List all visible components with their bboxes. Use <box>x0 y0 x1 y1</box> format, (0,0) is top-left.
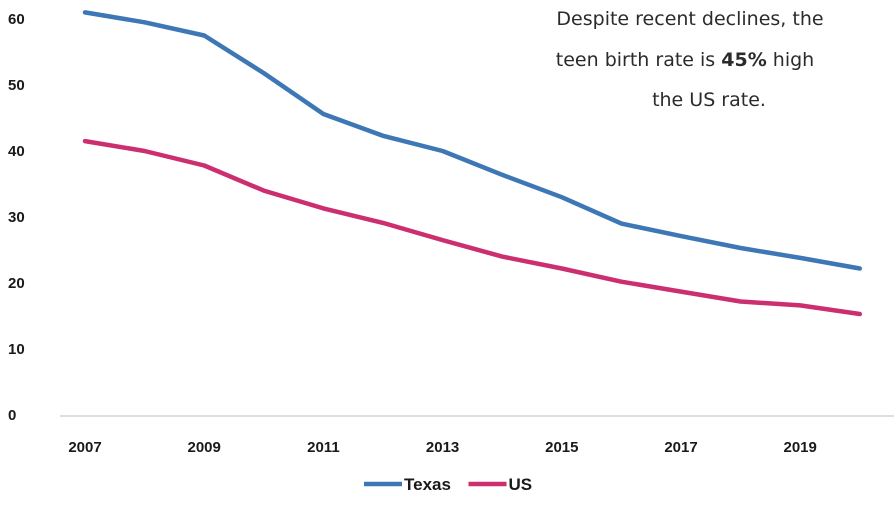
series-line-us <box>82 138 863 317</box>
annotation-line-1: Despite recent declines, the <box>556 8 823 30</box>
x-tick-label: 2007 <box>68 439 101 456</box>
x-tick-label: 2013 <box>426 439 459 456</box>
x-tick-label: 2011 <box>307 439 340 456</box>
legend: Texas US <box>364 475 532 494</box>
x-tick-label: 2009 <box>188 439 221 456</box>
y-axis-tick-labels: 0 10 20 30 40 50 60 <box>8 11 25 424</box>
annotation-line-3: the US rate. <box>652 89 766 111</box>
series-line-texas <box>82 10 863 271</box>
x-tick-label: 2017 <box>664 439 697 456</box>
x-tick-label: 2015 <box>545 439 578 456</box>
annotation-highlight-percent: 45% <box>721 49 766 71</box>
series-lines <box>82 10 863 317</box>
y-tick-label: 30 <box>8 209 25 226</box>
legend-label-texas: Texas <box>404 475 451 494</box>
x-tick-label: 2019 <box>784 439 817 456</box>
y-tick-label: 10 <box>8 341 25 358</box>
annotation-line-2: teen birth rate is 45% high <box>556 49 814 71</box>
y-tick-label: 0 <box>8 407 16 424</box>
legend-label-us: US <box>509 475 533 494</box>
y-tick-label: 50 <box>8 77 25 94</box>
y-tick-label: 20 <box>8 275 25 292</box>
y-tick-label: 40 <box>8 143 25 160</box>
y-tick-label: 60 <box>8 11 25 28</box>
annotation-line-2-end: high <box>767 49 814 71</box>
x-axis-tick-labels: 2007 2009 2011 2013 2015 2017 2019 <box>68 439 817 456</box>
annotation-line-2-start: teen birth rate is <box>556 49 721 71</box>
